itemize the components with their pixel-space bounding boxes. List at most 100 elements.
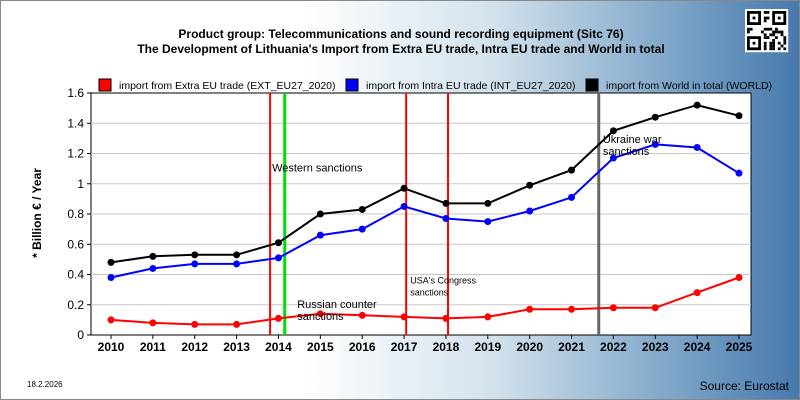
- x-tick-label: 2024: [684, 340, 711, 354]
- legend-swatch: [585, 78, 599, 92]
- qr-finder-core: [752, 41, 756, 45]
- source-label: Source: Eurostat: [700, 379, 790, 393]
- annotation-label: USA's Congress: [410, 276, 476, 286]
- qr-module: [772, 30, 775, 34]
- data-point: [149, 264, 157, 272]
- data-point: [149, 319, 157, 327]
- data-point: [609, 154, 617, 162]
- data-point: [442, 314, 450, 322]
- annotation-label: sanctions: [603, 146, 650, 158]
- data-point: [107, 316, 115, 324]
- qr-finder-core: [752, 16, 756, 20]
- legend-label: import from Intra EU trade (INT_EU27_202…: [366, 80, 576, 92]
- data-point: [526, 305, 534, 313]
- data-point: [274, 239, 282, 247]
- annotation-label: Russian counter: [297, 299, 377, 311]
- qr-module: [769, 41, 773, 45]
- x-tick-label: 2023: [642, 340, 669, 354]
- event-lines: [269, 93, 601, 335]
- legend-label: import from World in total (WORLD): [606, 80, 772, 92]
- data-point: [568, 166, 576, 174]
- y-tick-label: 0.8: [67, 207, 84, 221]
- x-tick-label: 2015: [307, 340, 334, 354]
- data-point: [400, 184, 408, 192]
- data-point: [735, 169, 743, 177]
- chart-subtitle: The Development of Lithuania's Import fr…: [137, 42, 664, 56]
- qr-module: [747, 27, 750, 31]
- data-point: [651, 304, 659, 312]
- data-point: [358, 205, 366, 213]
- x-tick-label: 2020: [516, 340, 543, 354]
- legend-label: import from Extra EU trade (EXT_EU27_202…: [119, 80, 336, 92]
- qr-module: [772, 39, 775, 42]
- qr-module: [749, 27, 753, 31]
- data-point: [233, 260, 241, 268]
- x-tick-label: 2017: [391, 340, 418, 354]
- qr-module: [769, 33, 773, 37]
- data-point: [358, 311, 366, 319]
- data-point: [274, 254, 282, 262]
- data-point: [191, 260, 199, 268]
- annotation-label: sanctions: [410, 288, 449, 298]
- x-tick-label: 2012: [181, 340, 208, 354]
- qr-module: [775, 27, 778, 31]
- y-tick-label: 0.4: [67, 268, 84, 282]
- y-tick-label: 0.6: [67, 237, 84, 251]
- x-tick-label: 2016: [349, 340, 376, 354]
- legend-swatch: [345, 78, 359, 92]
- x-tick-label: 2014: [265, 340, 292, 354]
- y-tick-label: 1.2: [67, 147, 84, 161]
- data-point: [358, 225, 366, 233]
- y-tick-label: 0.2: [67, 298, 84, 312]
- y-axis-ticks: 0 0.2 0.4 0.6 0.8 1 1.2 1.4 1.6: [67, 86, 91, 342]
- data-point: [149, 252, 157, 260]
- qr-module: [747, 30, 750, 34]
- x-tick-label: 2021: [558, 340, 585, 354]
- series-line-1: [110, 143, 740, 279]
- data-point: [484, 313, 492, 321]
- qr-module: [763, 44, 767, 48]
- series-points: [107, 101, 743, 328]
- qr-module: [769, 47, 773, 51]
- x-tick-label: 2011: [140, 340, 166, 354]
- data-point: [107, 258, 115, 266]
- data-point: [609, 127, 617, 135]
- data-point: [609, 304, 617, 312]
- x-tick-label: 2022: [600, 340, 627, 354]
- y-axis-label: * Billion € / Year: [30, 168, 44, 258]
- data-point: [735, 112, 743, 120]
- data-point: [693, 289, 701, 297]
- qr-finder-core: [777, 16, 781, 20]
- y-tick-label: 0: [77, 328, 84, 342]
- data-point: [316, 310, 324, 318]
- qr-module: [766, 27, 770, 31]
- x-tick-label: 2025: [726, 340, 753, 354]
- qr-module: [769, 44, 773, 48]
- qr-module: [777, 47, 781, 51]
- data-point: [526, 207, 534, 215]
- annotation-label: Ukraine war: [603, 134, 662, 146]
- data-point: [651, 140, 659, 148]
- x-tick-label: 2013: [223, 340, 250, 354]
- data-point: [442, 215, 450, 223]
- x-axis-ticks: 2010 2011 2012 2013 2014 2015 2016 2017 2018 2019…: [98, 335, 753, 354]
- qr-module: [783, 47, 787, 51]
- chart-title: Product group: Telecommunications and so…: [178, 27, 623, 41]
- x-tick-label: 2019: [474, 340, 501, 354]
- qr-module: [761, 30, 764, 34]
- qr-module: [780, 33, 784, 37]
- data-point: [568, 305, 576, 313]
- qr-module: [780, 30, 784, 34]
- qr-module: [763, 36, 767, 39]
- qr-module: [783, 39, 787, 42]
- qr-module: [763, 16, 767, 20]
- qr-module: [783, 41, 787, 45]
- qr-module: [777, 41, 781, 45]
- data-point: [233, 320, 241, 328]
- data-point: [693, 101, 701, 109]
- qr-module: [772, 44, 775, 48]
- y-tick-label: 1.6: [67, 86, 84, 100]
